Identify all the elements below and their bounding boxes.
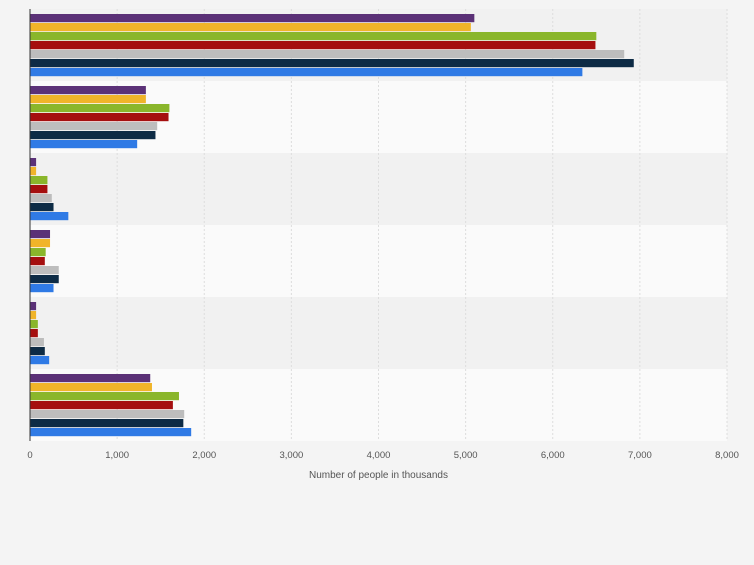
bar (30, 167, 37, 176)
bar (30, 329, 38, 338)
bar (30, 59, 634, 68)
bar (30, 185, 48, 194)
x-tick-label: 6,000 (541, 450, 565, 461)
bar (30, 68, 583, 77)
bar (30, 392, 179, 401)
bar (30, 347, 45, 356)
bar (30, 104, 170, 113)
bar (30, 50, 625, 59)
bar (30, 302, 37, 311)
bar (30, 248, 46, 257)
x-tick-labels: 0 1,000 2,000 3,000 4,000 5,000 6,000 7,000 8,00… (27, 450, 739, 461)
bar (30, 176, 48, 185)
bar (30, 131, 156, 140)
bar (30, 32, 597, 41)
bar (30, 410, 185, 419)
bar (30, 428, 192, 437)
x-tick-label: 8,000 (715, 450, 739, 461)
bars (30, 14, 634, 437)
bar (30, 95, 146, 104)
bar (30, 275, 59, 284)
bar (30, 284, 54, 293)
bar (30, 419, 184, 428)
bar (30, 86, 146, 95)
x-tick-label: 3,000 (279, 450, 303, 461)
bar (30, 374, 151, 383)
bar (30, 122, 158, 131)
bar (30, 383, 152, 392)
bar (30, 23, 471, 32)
x-axis-label: Number of people in thousands (309, 470, 448, 481)
x-tick-label: 2,000 (192, 450, 216, 461)
bar (30, 311, 37, 320)
bar (30, 41, 596, 50)
x-tick-label: 1,000 (105, 450, 129, 461)
bar (30, 212, 69, 221)
bar (30, 203, 54, 212)
bar (30, 257, 45, 266)
gridlines (116, 9, 728, 441)
bar (30, 140, 138, 149)
bar (30, 230, 51, 239)
bar (30, 239, 51, 248)
bar (30, 194, 52, 203)
bar (30, 113, 169, 122)
x-tick-label: 4,000 (367, 450, 391, 461)
x-tick-label: 0 (27, 450, 32, 461)
bar (30, 158, 37, 167)
bar (30, 356, 50, 365)
bar (30, 338, 44, 347)
bar (30, 320, 38, 329)
x-tick-label: 5,000 (454, 450, 478, 461)
bar (30, 401, 173, 410)
bar (30, 14, 475, 23)
bar (30, 266, 59, 275)
x-tick-label: 7,000 (628, 450, 652, 461)
